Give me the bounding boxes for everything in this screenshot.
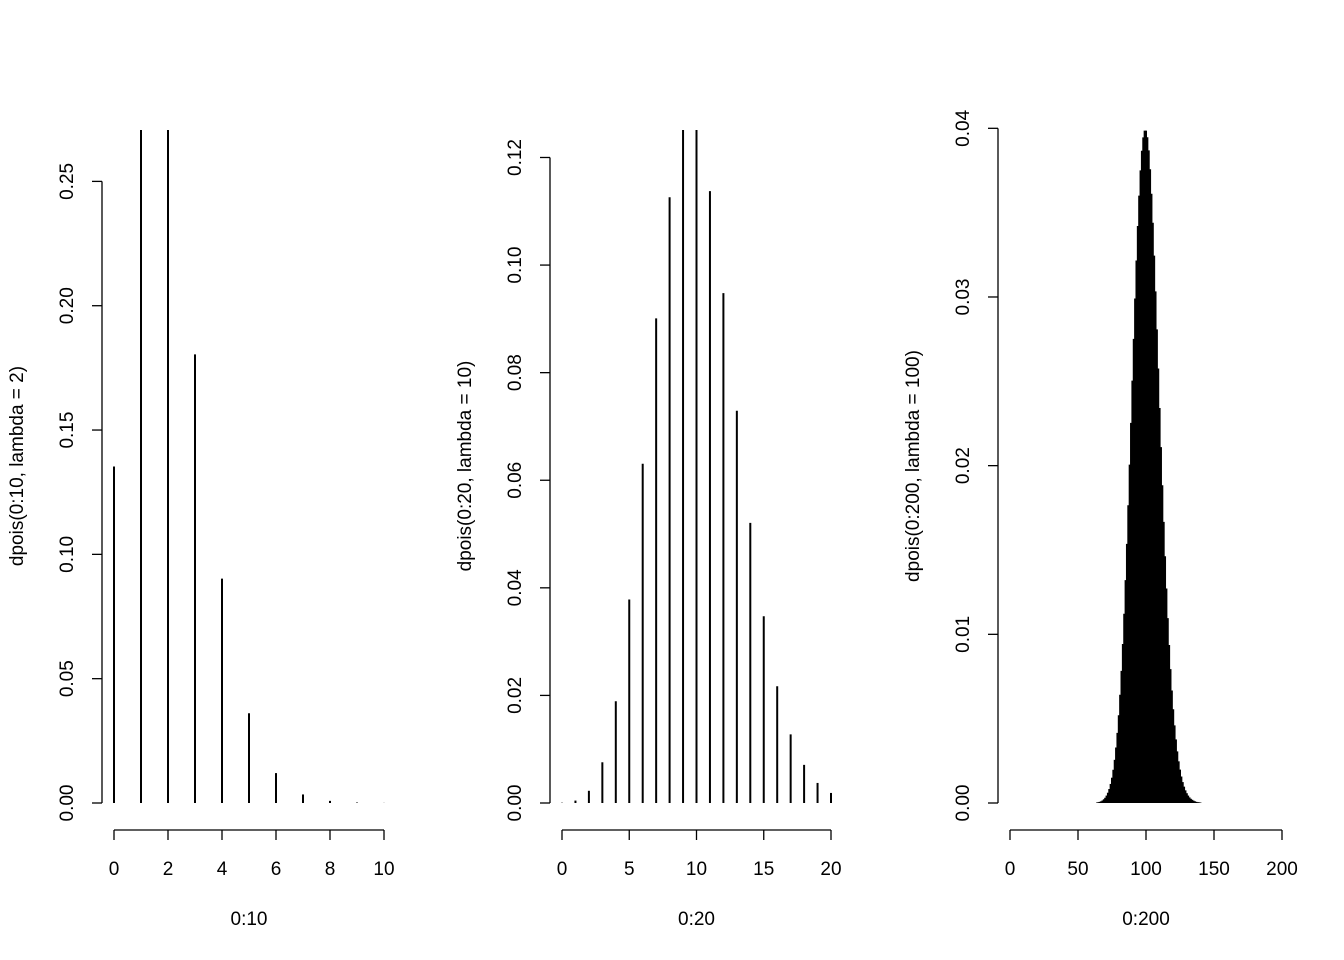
x-tick-label: 6 — [271, 859, 282, 880]
y-tick-label: 0.20 — [57, 287, 78, 324]
x-axis-label: 0:10 — [231, 909, 268, 930]
y-axis-label: dpois(0:10, lambda = 2) — [7, 366, 28, 566]
y-tick-label: 0.04 — [505, 569, 526, 606]
x-tick-label: 0 — [557, 859, 568, 880]
y-tick-label: 0.08 — [505, 354, 526, 391]
x-tick-label: 4 — [217, 859, 228, 880]
y-tick-label: 0.00 — [505, 785, 526, 822]
x-axis-label: 0:200 — [1122, 909, 1170, 930]
y-tick-label: 0.10 — [505, 247, 526, 284]
x-tick-label: 20 — [820, 859, 841, 880]
x-tick-label: 150 — [1198, 859, 1230, 880]
y-tick-label: 0.02 — [505, 677, 526, 714]
x-tick-label: 0 — [1005, 859, 1016, 880]
y-axis-label: dpois(0:20, lambda = 10) — [455, 361, 476, 572]
x-tick-label: 2 — [163, 859, 174, 880]
y-tick-label: 0.03 — [953, 278, 974, 315]
y-tick-label: 0.00 — [57, 785, 78, 822]
y-tick-label: 0.15 — [57, 412, 78, 449]
x-tick-label: 100 — [1130, 859, 1162, 880]
y-tick-label: 0.02 — [953, 447, 974, 484]
x-tick-label: 10 — [686, 859, 707, 880]
y-tick-label: 0.25 — [57, 163, 78, 200]
y-axis-label: dpois(0:200, lambda = 100) — [903, 350, 924, 582]
x-tick-label: 0 — [109, 859, 120, 880]
y-tick-label: 0.00 — [953, 785, 974, 822]
y-tick-label: 0.04 — [953, 109, 974, 146]
y-tick-label: 0.05 — [57, 660, 78, 697]
x-tick-label: 10 — [373, 859, 394, 880]
x-tick-label: 8 — [325, 859, 336, 880]
x-tick-label: 50 — [1067, 859, 1088, 880]
x-tick-label: 200 — [1266, 859, 1298, 880]
y-tick-label: 0.01 — [953, 616, 974, 653]
x-tick-label: 15 — [753, 859, 774, 880]
y-tick-label: 0.12 — [505, 139, 526, 176]
y-tick-label: 0.10 — [57, 536, 78, 573]
x-axis-label: 0:20 — [678, 909, 715, 930]
x-tick-label: 5 — [624, 859, 635, 880]
y-tick-label: 0.06 — [505, 462, 526, 499]
